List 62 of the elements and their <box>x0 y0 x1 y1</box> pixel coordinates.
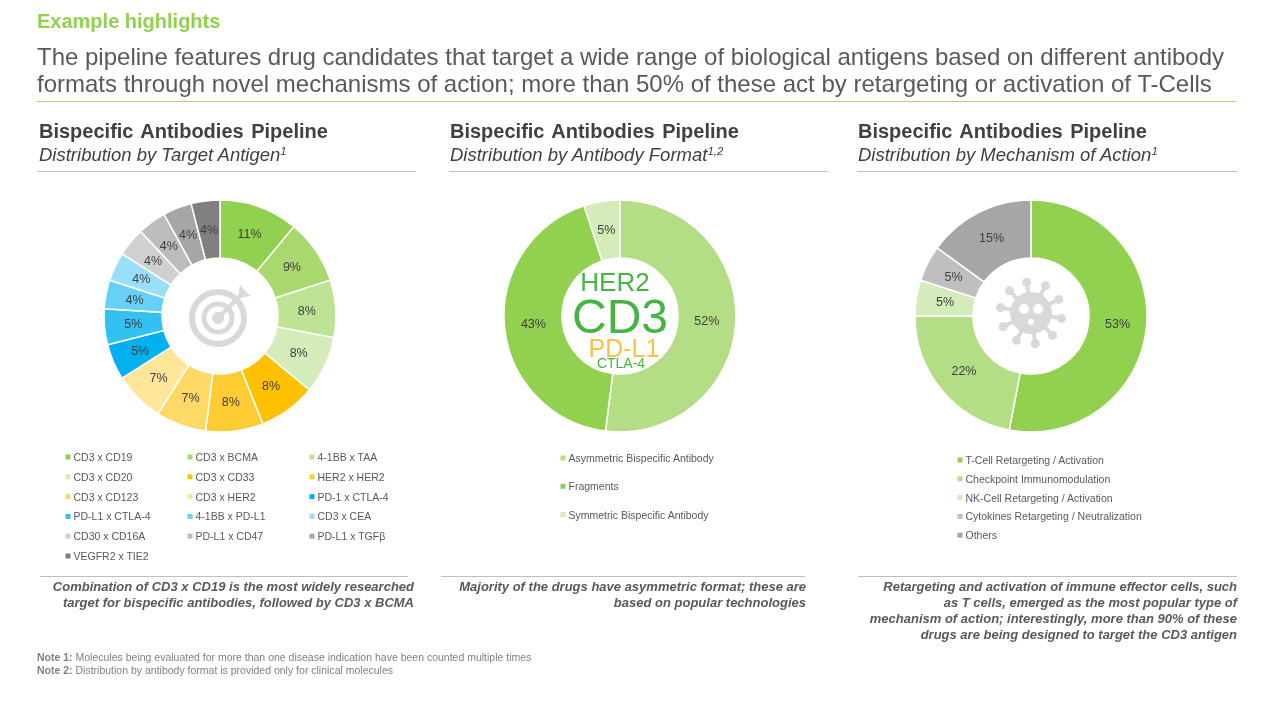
data-label: 5% <box>124 317 143 332</box>
data-label: 8% <box>297 303 316 318</box>
data-label: 4% <box>159 238 178 253</box>
text: Note 2: Distribution by antibody format is provided only for clinical molecules <box>37 664 393 676</box>
data-label: 53% <box>1105 317 1131 332</box>
legend-label: 4-1BB x PD-L1 <box>195 510 266 523</box>
data-label: 15% <box>978 231 1005 246</box>
legend-label: CD3 x HER2 <box>195 490 256 503</box>
legend-label: Asymmetric Bispecific Antibody <box>568 452 715 464</box>
legend-label: 4-1BB x TAA <box>317 451 378 463</box>
chart-subtitle: Distribution by Antibody Format$^{1,2}$ <box>450 144 724 165</box>
legend-label: PD-L1 x TGFβ <box>317 530 386 543</box>
legend-label: CD3 x CD123 <box>73 490 139 503</box>
text: Combination of CD3 x CD19 is the most widely researched target for bispecific antibodies, followed by CD3 x BCMA <box>52 579 416 610</box>
legend-label: CD3 x CD20 <box>73 470 133 483</box>
legend-label: CD3 x CD33 <box>195 470 255 483</box>
legend-label: Cytokines Retargeting / Neutralization <box>965 510 1142 523</box>
text: The pipeline features drug candidates that target a wide range of biological antigens based on different antibody formats through novel mechanisms of action; more than 50% of these act by retargeting or activation of T-Cells <box>37 43 1225 97</box>
data-label: 8% <box>289 346 308 361</box>
data-label: 8% <box>221 395 240 410</box>
legend-label: PD-L1 x CTLA-4 <box>73 510 151 523</box>
legend-label: T-Cell Retargeting / Activation <box>965 454 1104 466</box>
data-label: 4% <box>132 271 151 286</box>
chart-title: Bispecific Antibodies Pipeline <box>39 120 328 142</box>
legend-label: CD3 x BCMA <box>195 451 258 463</box>
chart-title: Bispecific Antibodies Pipeline <box>450 120 739 142</box>
data-label: 11% <box>237 227 262 242</box>
data-label: 4% <box>125 292 144 307</box>
text: Retargeting and activation of immune effector cells, such as T cells, emerged as the most popular type of mechanism of action; interestingly, more than 90% of these drugs are being designed to target the CD3 antigen <box>869 579 1239 642</box>
legend-label: PD-L1 x CD47 <box>195 530 264 543</box>
legend-label: CD3 x CD19 <box>73 451 133 463</box>
data-label: 4% <box>200 222 219 237</box>
data-label: 43% <box>520 317 546 332</box>
legend-label: PD-1 x CTLA-4 <box>317 490 389 503</box>
legend-label: CD3 x CEA <box>317 510 372 523</box>
data-label: 4% <box>143 253 162 268</box>
data-label: 5% <box>944 269 963 284</box>
data-label: 8% <box>262 379 281 394</box>
text: Example highlights <box>37 10 221 32</box>
legend-label: VEGFR2 x TIE2 <box>73 550 149 562</box>
data-label: 4% <box>178 228 198 243</box>
chart-title: Bispecific Antibodies Pipeline <box>858 120 1147 142</box>
data-label: 5% <box>597 223 616 238</box>
data-label: 22% <box>951 364 977 379</box>
text: HER2 <box>580 267 650 297</box>
legend-label: Fragments <box>568 480 619 493</box>
data-label: 7% <box>149 370 168 385</box>
data-label: 9% <box>282 260 301 275</box>
text: Majority of the drugs have asymmetric format; these are based on popular technologies <box>459 579 806 610</box>
legend-label: Checkpoint Immunomodulation <box>965 472 1111 485</box>
data-label: 7% <box>181 390 200 405</box>
legend-label: NK-Cell Retargeting / Activation <box>965 491 1113 504</box>
data-label: 5% <box>131 343 150 358</box>
legend-label: HER2 x HER2 <box>317 470 385 483</box>
chart-subtitle: Distribution by Mechanism of Action$^{1}$ <box>858 144 1158 165</box>
data-label: 52% <box>694 314 720 329</box>
data-label: 5% <box>936 295 955 310</box>
text: Note 1: Molecules being evaluated for more than one disease indication have been counted multiple times <box>37 651 532 663</box>
legend-label: Symmetric Bispecific Antibody <box>568 508 710 521</box>
chart-subtitle: Distribution by Target Antigen$^{1}$ <box>39 144 287 165</box>
legend-label: CD30 x CD16A <box>73 530 146 543</box>
legend-label: Others <box>965 529 998 542</box>
